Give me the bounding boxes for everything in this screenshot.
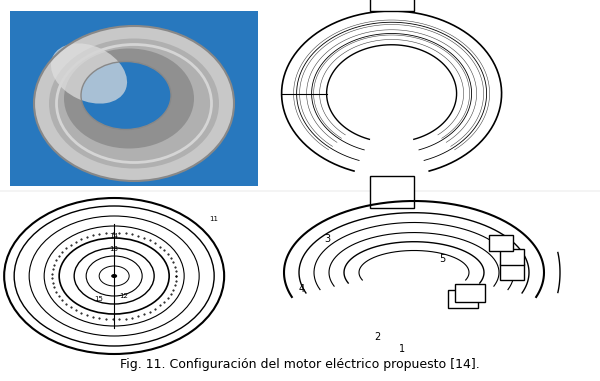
Text: 1: 1 xyxy=(399,344,405,354)
FancyBboxPatch shape xyxy=(370,0,413,11)
Text: 5: 5 xyxy=(439,255,445,264)
Text: 3: 3 xyxy=(324,234,330,245)
FancyBboxPatch shape xyxy=(500,264,524,280)
Text: 12: 12 xyxy=(119,293,128,299)
Text: 4: 4 xyxy=(299,285,305,295)
FancyBboxPatch shape xyxy=(455,283,485,301)
Text: 11: 11 xyxy=(209,216,218,222)
Text: 14: 14 xyxy=(109,233,118,239)
Text: 13: 13 xyxy=(109,246,118,252)
Text: 2: 2 xyxy=(374,333,380,343)
FancyBboxPatch shape xyxy=(370,176,413,208)
FancyBboxPatch shape xyxy=(488,234,512,250)
Ellipse shape xyxy=(34,26,234,181)
Text: 15: 15 xyxy=(94,296,103,302)
Ellipse shape xyxy=(64,48,194,149)
Ellipse shape xyxy=(51,43,127,104)
FancyBboxPatch shape xyxy=(10,11,258,186)
Ellipse shape xyxy=(111,274,117,278)
Ellipse shape xyxy=(49,38,219,168)
Text: Fig. 11. Configuración del motor eléctrico propuesto [14].: Fig. 11. Configuración del motor eléctri… xyxy=(120,358,480,371)
FancyBboxPatch shape xyxy=(500,249,524,265)
FancyBboxPatch shape xyxy=(448,290,478,307)
Ellipse shape xyxy=(81,61,171,130)
